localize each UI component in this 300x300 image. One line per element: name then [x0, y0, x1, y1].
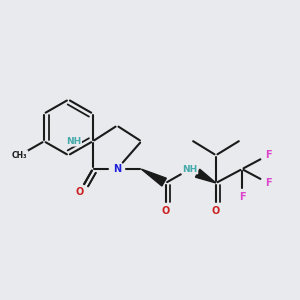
Text: O: O	[76, 187, 84, 197]
Text: F: F	[265, 178, 272, 188]
Text: NH: NH	[182, 165, 198, 174]
Polygon shape	[141, 169, 166, 186]
Text: N: N	[113, 164, 121, 174]
Text: O: O	[161, 206, 170, 216]
Text: F: F	[239, 192, 245, 202]
Text: NH: NH	[66, 137, 81, 146]
Polygon shape	[196, 169, 216, 183]
Text: F: F	[265, 150, 272, 160]
Text: O: O	[212, 206, 220, 216]
Text: CH₃: CH₃	[12, 151, 28, 160]
